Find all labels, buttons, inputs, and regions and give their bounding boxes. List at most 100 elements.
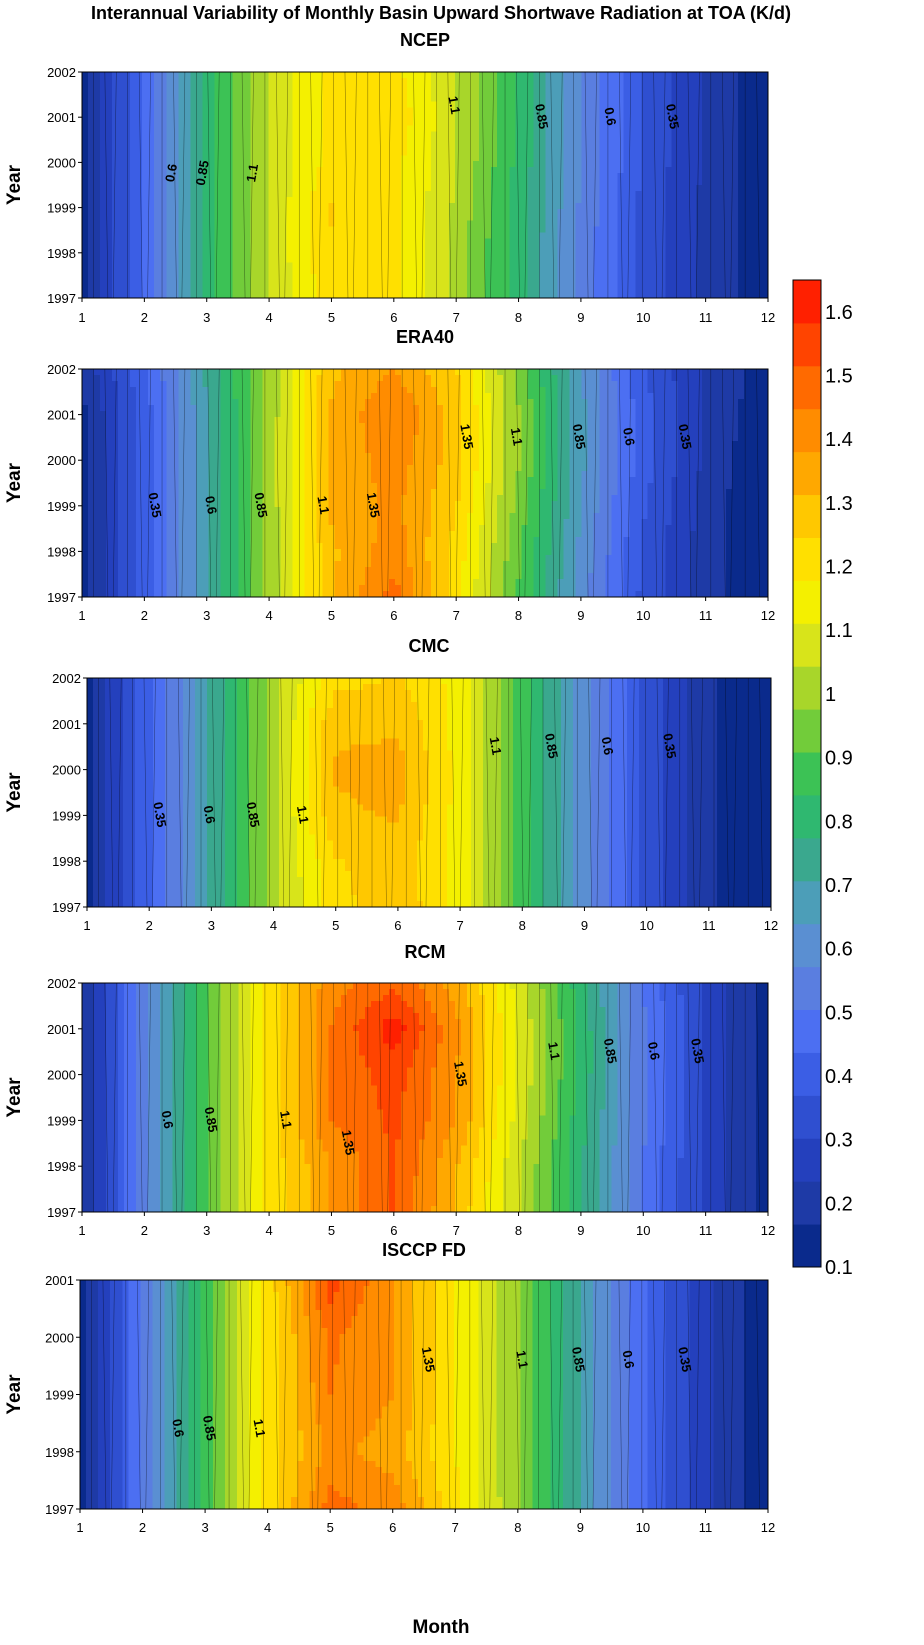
heatmap-cell xyxy=(648,143,655,150)
heatmap-cell xyxy=(389,102,396,109)
heatmap-cell xyxy=(82,78,89,85)
heatmap-cell xyxy=(341,72,348,79)
heatmap-cell xyxy=(419,149,426,156)
heatmap-cell xyxy=(515,131,522,138)
heatmap-cell xyxy=(305,131,312,138)
heatmap-cell xyxy=(166,102,173,109)
heatmap-cell xyxy=(509,96,516,103)
heatmap-cell xyxy=(503,78,510,85)
heatmap-cell xyxy=(720,84,727,91)
heatmap-cell xyxy=(636,126,643,133)
heatmap-cell xyxy=(437,78,444,85)
heatmap-cell xyxy=(263,102,270,109)
heatmap-cell xyxy=(575,78,582,85)
heatmap-cell xyxy=(172,137,179,144)
heatmap-cell xyxy=(485,108,492,115)
heatmap-cell xyxy=(413,131,420,138)
heatmap-cell xyxy=(491,102,498,109)
heatmap-cell xyxy=(299,84,306,91)
heatmap-cell xyxy=(479,143,486,150)
heatmap-cell xyxy=(124,102,131,109)
heatmap-cell xyxy=(491,149,498,156)
heatmap-cell xyxy=(684,149,691,156)
heatmap-cell xyxy=(166,114,173,121)
heatmap-cell xyxy=(437,102,444,109)
heatmap-cell xyxy=(606,126,613,133)
heatmap-cell xyxy=(660,90,667,97)
heatmap-cell xyxy=(467,143,474,150)
heatmap-cell xyxy=(738,137,745,144)
heatmap-cell xyxy=(323,131,330,138)
heatmap-cell xyxy=(220,84,227,91)
heatmap-cell xyxy=(365,114,372,121)
heatmap-cell xyxy=(648,137,655,144)
heatmap-cell xyxy=(630,108,637,115)
heatmap-cell xyxy=(208,155,215,162)
heatmap-cell xyxy=(371,131,378,138)
heatmap-cell xyxy=(112,102,119,109)
heatmap-cell xyxy=(437,84,444,91)
heatmap-cell xyxy=(341,78,348,85)
heatmap-cell xyxy=(557,120,564,127)
heatmap-cell xyxy=(467,90,474,97)
heatmap-cell xyxy=(287,131,294,138)
heatmap-cell xyxy=(726,108,733,115)
heatmap-cell xyxy=(299,126,306,133)
heatmap-cell xyxy=(425,120,432,127)
heatmap-cell xyxy=(365,131,372,138)
heatmap-cell xyxy=(305,114,312,121)
heatmap-cell xyxy=(299,143,306,150)
heatmap-cell xyxy=(660,78,667,85)
heatmap-cell xyxy=(317,90,324,97)
heatmap-cell xyxy=(419,137,426,144)
heatmap-cell xyxy=(389,84,396,91)
heatmap-cell xyxy=(341,143,348,150)
heatmap-cell xyxy=(269,137,276,144)
heatmap-cell xyxy=(220,102,227,109)
heatmap-cell xyxy=(335,96,342,103)
heatmap-cell xyxy=(569,137,576,144)
heatmap-cell xyxy=(636,114,643,121)
heatmap-cell xyxy=(323,72,330,79)
heatmap-cell xyxy=(130,72,137,79)
heatmap-cell xyxy=(82,131,89,138)
heatmap-cell xyxy=(521,108,528,115)
heatmap-cell xyxy=(106,155,113,162)
heatmap-cell xyxy=(172,84,179,91)
heatmap-cell xyxy=(515,78,522,85)
heatmap-cell xyxy=(395,114,402,121)
heatmap-cell xyxy=(708,96,715,103)
heatmap-cell xyxy=(311,90,318,97)
heatmap-cell xyxy=(521,90,528,97)
heatmap-cell xyxy=(636,108,643,115)
heatmap-cell xyxy=(275,120,282,127)
heatmap-cell xyxy=(606,72,613,79)
heatmap-cell xyxy=(509,137,516,144)
heatmap-cell xyxy=(305,137,312,144)
heatmap-cell xyxy=(329,137,336,144)
heatmap-cell xyxy=(750,137,757,144)
heatmap-cell xyxy=(491,108,498,115)
heatmap-cell xyxy=(142,126,149,133)
heatmap-cell xyxy=(600,137,607,144)
heatmap-cell xyxy=(437,120,444,127)
heatmap-cell xyxy=(305,126,312,133)
heatmap-cell xyxy=(250,84,257,91)
heatmap-cell xyxy=(347,137,354,144)
heatmap-cell xyxy=(335,126,342,133)
heatmap-cell xyxy=(100,84,107,91)
heatmap-cell xyxy=(612,126,619,133)
heatmap-cell xyxy=(539,78,546,85)
heatmap-cell xyxy=(557,96,564,103)
heatmap-cell xyxy=(395,96,402,103)
heatmap-cell xyxy=(329,108,336,115)
heatmap-cell xyxy=(575,149,582,156)
heatmap-cell xyxy=(756,143,763,150)
heatmap-cell xyxy=(485,149,492,156)
heatmap-cell xyxy=(533,96,540,103)
heatmap-cell xyxy=(539,84,546,91)
heatmap-cell xyxy=(497,114,504,121)
heatmap-cell xyxy=(100,90,107,97)
heatmap-cell xyxy=(359,137,366,144)
heatmap-cell xyxy=(618,126,625,133)
